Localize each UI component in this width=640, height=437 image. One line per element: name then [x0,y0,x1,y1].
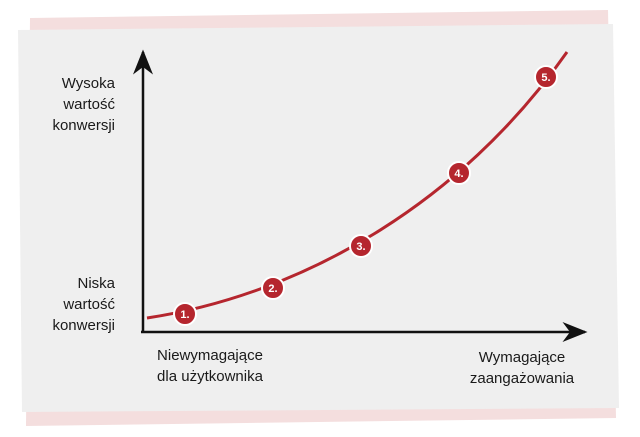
step-marker [534,65,558,89]
step-marker [447,161,471,185]
x-right-label: Wymagające [479,349,566,366]
step-marker [349,234,373,258]
x-right-label: zaangażowania [470,370,575,387]
step-label: 1. [180,309,189,321]
step-label: 2. [268,283,277,295]
x-left-label: dla użytkownika [157,368,264,385]
step-label: 5. [541,72,550,84]
x-left-label: Niewymagające [157,347,263,364]
y-top-label: Wysoka [62,75,116,92]
step-label: 3. [356,241,365,253]
curve [146,51,569,320]
step-marker [173,302,197,326]
y-top-label: wartość [62,96,115,113]
y-top-label: konwersji [52,117,115,134]
step-marker [261,276,285,300]
step-label: 4. [454,168,463,180]
y-bottom-label: konwersji [52,317,115,334]
y-bottom-label: wartość [62,296,115,313]
y-bottom-label: Niska [77,275,115,292]
